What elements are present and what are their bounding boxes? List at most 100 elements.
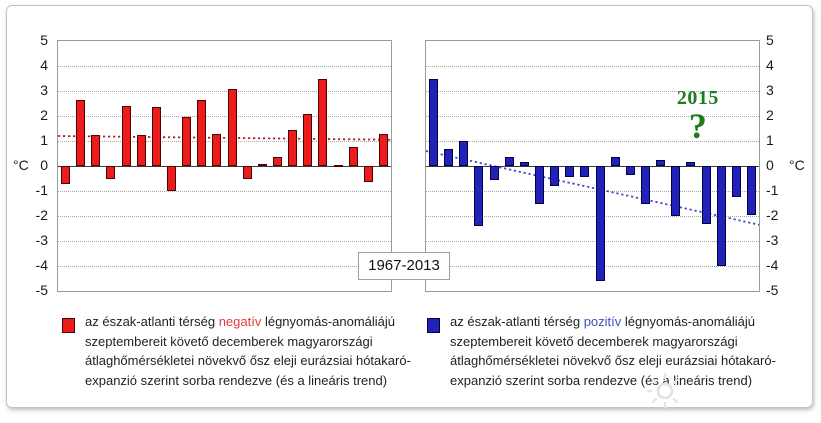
blue-bar bbox=[686, 162, 696, 166]
blue-bar bbox=[656, 159, 666, 166]
gridline bbox=[58, 91, 391, 92]
blue-bar bbox=[580, 166, 590, 178]
right-y-axis: 5 4 3 2 1 0 -1 -2 -3 -4 -5 bbox=[766, 32, 798, 298]
red-bar bbox=[288, 129, 298, 166]
blue-bar bbox=[459, 141, 469, 166]
red-bar bbox=[348, 147, 358, 166]
y-tick-label: 5 bbox=[40, 32, 48, 48]
y-tick-label: -2 bbox=[766, 207, 779, 223]
blue-bar bbox=[625, 166, 635, 175]
red-bar bbox=[136, 134, 146, 166]
annotation-year-label: 2015 bbox=[676, 87, 719, 109]
y-tick-label: -3 bbox=[35, 232, 48, 248]
y-tick-label: -1 bbox=[766, 182, 779, 198]
gridline bbox=[58, 141, 391, 142]
y-tick-label: 1 bbox=[40, 132, 48, 148]
y-tick-label: 5 bbox=[766, 32, 774, 48]
gridline bbox=[426, 266, 759, 267]
red-bar bbox=[182, 117, 192, 166]
blue-bar bbox=[550, 166, 560, 186]
y-tick-label: -4 bbox=[766, 257, 779, 273]
legend-negative-text: az észak-atlanti térség negatív légnyomá… bbox=[85, 312, 417, 390]
red-bar bbox=[227, 88, 237, 166]
y-tick-label: 3 bbox=[40, 82, 48, 98]
gridline bbox=[426, 91, 759, 92]
red-bar bbox=[212, 133, 222, 166]
y-tick-label: 4 bbox=[40, 57, 48, 73]
red-bar bbox=[257, 163, 267, 166]
blue-trend-line bbox=[426, 150, 759, 226]
period-range-box: 1967-2013 bbox=[358, 252, 450, 280]
red-bar bbox=[61, 166, 71, 184]
blue-bar bbox=[610, 157, 620, 166]
left-y-axis: 5 4 3 2 1 0 -1 -2 -3 -4 -5 bbox=[16, 32, 48, 298]
red-bar bbox=[197, 99, 207, 166]
red-bar bbox=[151, 107, 161, 166]
red-bar bbox=[318, 78, 328, 166]
red-series-swatch bbox=[62, 318, 75, 333]
sun-watermark-icon bbox=[646, 372, 679, 409]
red-bar bbox=[121, 106, 131, 166]
y-tick-label: -5 bbox=[766, 282, 779, 298]
legend-positive-suffix: légnyomás-anomáliájú szeptembereit követ… bbox=[450, 314, 776, 388]
y-tick-label: 4 bbox=[766, 57, 774, 73]
blue-bar bbox=[701, 166, 711, 224]
blue-bar bbox=[716, 166, 726, 266]
legend-negative-prefix: az észak-atlanti térség bbox=[85, 314, 219, 329]
blue-bar bbox=[671, 166, 681, 216]
y-tick-label: 0 bbox=[766, 157, 774, 173]
red-bar bbox=[91, 134, 101, 166]
blue-bar bbox=[595, 166, 605, 281]
red-bar bbox=[106, 166, 116, 179]
gridline bbox=[426, 116, 759, 117]
right-unit-label: °C bbox=[789, 157, 805, 173]
gridline bbox=[426, 66, 759, 67]
y-tick-label: 1 bbox=[766, 132, 774, 148]
blue-bar bbox=[640, 166, 650, 204]
blue-bar bbox=[504, 157, 514, 166]
annotation-question-mark: ? bbox=[688, 106, 707, 146]
blue-bar bbox=[565, 166, 575, 178]
red-bar bbox=[363, 166, 373, 183]
red-bar bbox=[272, 157, 282, 166]
legend-positive-text: az észak-atlanti térség pozitív légnyomá… bbox=[450, 312, 782, 390]
annotation-2015: 2015 ? bbox=[665, 87, 731, 146]
y-tick-label: 2 bbox=[40, 107, 48, 123]
blue-bar bbox=[474, 166, 484, 226]
y-tick-label: -1 bbox=[35, 182, 48, 198]
y-tick-label: -4 bbox=[35, 257, 48, 273]
gridline bbox=[426, 216, 759, 217]
gridline bbox=[426, 241, 759, 242]
gridline bbox=[58, 66, 391, 67]
red-bar bbox=[333, 164, 343, 167]
left-plot-area bbox=[57, 40, 392, 292]
blue-bar bbox=[444, 148, 454, 166]
red-bar bbox=[378, 133, 388, 166]
blue-bar bbox=[731, 166, 741, 198]
legend-negative-suffix: légnyomás-anomáliájú szeptembereit követ… bbox=[85, 314, 411, 388]
blue-bar bbox=[489, 166, 499, 180]
gridline bbox=[58, 116, 391, 117]
legend-highlight-positive: pozitív bbox=[583, 314, 622, 329]
legend-highlight-negative: negatív bbox=[218, 314, 262, 329]
blue-series-swatch bbox=[427, 318, 440, 333]
blue-bar bbox=[535, 166, 545, 204]
blue-bar bbox=[746, 166, 756, 215]
y-tick-label: -2 bbox=[35, 207, 48, 223]
y-tick-label: 0 bbox=[40, 157, 48, 173]
y-tick-label: -3 bbox=[766, 232, 779, 248]
gridline bbox=[426, 191, 759, 192]
blue-bar bbox=[429, 78, 439, 166]
zero-axis-line bbox=[426, 166, 759, 167]
y-tick-label: 3 bbox=[766, 82, 774, 98]
gridline bbox=[58, 216, 391, 217]
blue-bar bbox=[519, 162, 529, 166]
legend-positive-prefix: az észak-atlanti térség bbox=[450, 314, 584, 329]
period-range-label: 1967-2013 bbox=[368, 257, 440, 274]
right-plot-area: 2015 ? bbox=[425, 40, 760, 292]
red-bar bbox=[76, 99, 86, 166]
gridline bbox=[58, 241, 391, 242]
red-bar bbox=[167, 166, 177, 191]
red-bar bbox=[242, 166, 252, 179]
red-trend-line bbox=[58, 135, 391, 141]
